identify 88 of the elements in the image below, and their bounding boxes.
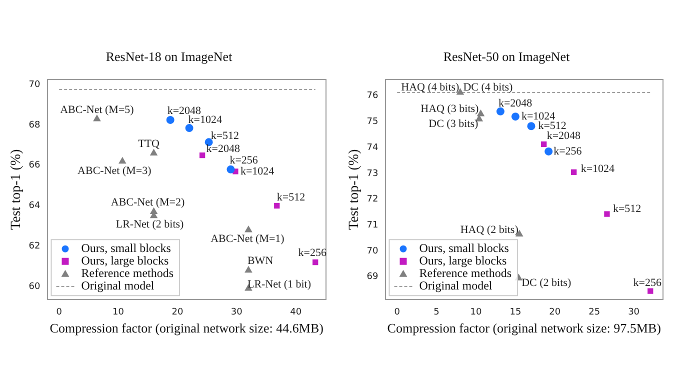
x-tick-label: 40 — [290, 307, 302, 318]
point — [150, 148, 158, 156]
point — [541, 141, 547, 148]
chart-title: ResNet-18 on ImageNet — [106, 49, 233, 64]
annotation: BWN — [247, 255, 274, 268]
annotation: ABC-Net (M=2) — [110, 196, 185, 209]
y-tick-label: 68 — [28, 120, 41, 130]
point — [166, 116, 174, 124]
annotation: DC (2 bits) — [522, 277, 572, 290]
y-tick-label: 60 — [28, 282, 41, 292]
chart-title: ResNet-50 on ImageNet — [443, 49, 570, 64]
x-tick-label: 30 — [230, 307, 243, 318]
annotation: ABC-Net (M=3) — [78, 165, 152, 178]
legend-label: Ours, small blocks — [81, 241, 172, 256]
annotation: k=512 — [538, 120, 566, 132]
x-tick-label: 5 — [434, 307, 440, 318]
x-tick-label: 30 — [628, 307, 640, 318]
y-tick-label: 76 — [366, 91, 379, 102]
y-tick-label: 70 — [28, 80, 41, 90]
x-tick-label: 10 — [112, 307, 124, 318]
annotation: DC (3 bits) — [428, 118, 478, 130]
y-tick-label: 69 — [366, 272, 379, 282]
y-tick-label: 70 — [366, 246, 379, 256]
point — [527, 122, 536, 130]
point — [226, 165, 235, 174]
legend-label: Ours, small blocks — [419, 241, 510, 256]
legend-label: Original model — [81, 278, 155, 293]
annotation: k=512 — [210, 130, 240, 142]
y-axis-title: Test top-1 (%) — [9, 148, 24, 230]
annotation: LR-Net (2 bits) — [116, 218, 184, 231]
y-tick-label: 75 — [366, 117, 378, 128]
point — [185, 124, 194, 132]
annotation: HAQ (3 bits) — [420, 102, 480, 115]
annotation: k=256 — [554, 145, 582, 158]
y-tick-label: 62 — [28, 241, 40, 252]
annotation: HAQ (4 bits) — [401, 81, 460, 94]
point — [244, 225, 252, 232]
annotation: k=2048 — [206, 143, 241, 156]
annotation: k=2048 — [498, 97, 533, 110]
y-tick-label: 73 — [366, 168, 378, 179]
annotation: k=2048 — [546, 130, 582, 142]
annotation: k=256 — [298, 247, 327, 260]
y-tick-label: 64 — [28, 201, 41, 212]
x-tick-label: 15 — [510, 307, 522, 318]
y-tick-label: 71 — [366, 220, 378, 230]
point — [571, 169, 577, 175]
x-axis-title: Compression factor (original network size: 97.5MB) — [387, 320, 661, 336]
legend-label: Ours, large blocks — [419, 254, 508, 268]
legend-label: Original model — [419, 278, 493, 293]
point — [93, 114, 101, 122]
point — [496, 107, 504, 116]
annotation: HAQ (2 bits) — [460, 224, 519, 236]
x-tick-label: 20 — [172, 307, 184, 318]
annotation: TTQ — [138, 138, 160, 150]
point — [604, 211, 610, 217]
annotation: ABC-Net (M=1) — [210, 232, 285, 245]
y-tick-label: 66 — [28, 160, 41, 171]
annotation: k=512 — [612, 202, 642, 215]
point — [648, 288, 654, 294]
annotation: k=512 — [276, 192, 306, 204]
annotation: k=256 — [633, 276, 662, 289]
legend-label: Reference methods — [419, 266, 512, 280]
legend-label: Reference methods — [81, 266, 174, 280]
annotation: k=1024 — [240, 165, 275, 178]
point — [118, 156, 126, 164]
y-axis-title: Test top-1 (%) — [347, 148, 362, 230]
x-tick-label: 0 — [56, 307, 62, 318]
legend-label: Ours, large blocks — [81, 254, 170, 268]
annotation: LR-Net (1 bit) — [247, 278, 312, 290]
y-tick-label: 74 — [366, 142, 379, 153]
x-tick-label: 0 — [394, 307, 400, 318]
annotation: ABC-Net (M=5) — [60, 104, 134, 116]
x-tick-label: 20 — [549, 307, 561, 318]
annotation: k=256 — [230, 154, 258, 166]
point — [312, 259, 318, 266]
point — [244, 266, 252, 273]
point — [544, 147, 553, 156]
x-tick-label: 25 — [588, 307, 600, 318]
x-tick-label: 10 — [470, 307, 482, 318]
annotation: k=1024 — [521, 110, 556, 122]
point — [511, 112, 520, 121]
y-tick-label: 72 — [366, 194, 378, 205]
annotation: DC (4 bits) — [463, 81, 514, 94]
x-axis-title: Compression factor (original network size: 44.6MB) — [50, 320, 324, 336]
annotation: k=1024 — [580, 163, 616, 176]
annotation: k=1024 — [188, 114, 222, 126]
point — [199, 152, 206, 158]
point — [274, 202, 280, 209]
